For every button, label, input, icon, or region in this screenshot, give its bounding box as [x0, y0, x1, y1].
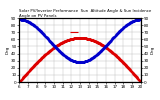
Text: Solar PV/Inverter Performance  Sun  Altitude Angle & Sun Incidence Angle on PV P: Solar PV/Inverter Performance Sun Altitu…	[19, 9, 152, 18]
Y-axis label: Deg: Deg	[6, 46, 10, 54]
Y-axis label: Deg: Deg	[150, 46, 154, 54]
